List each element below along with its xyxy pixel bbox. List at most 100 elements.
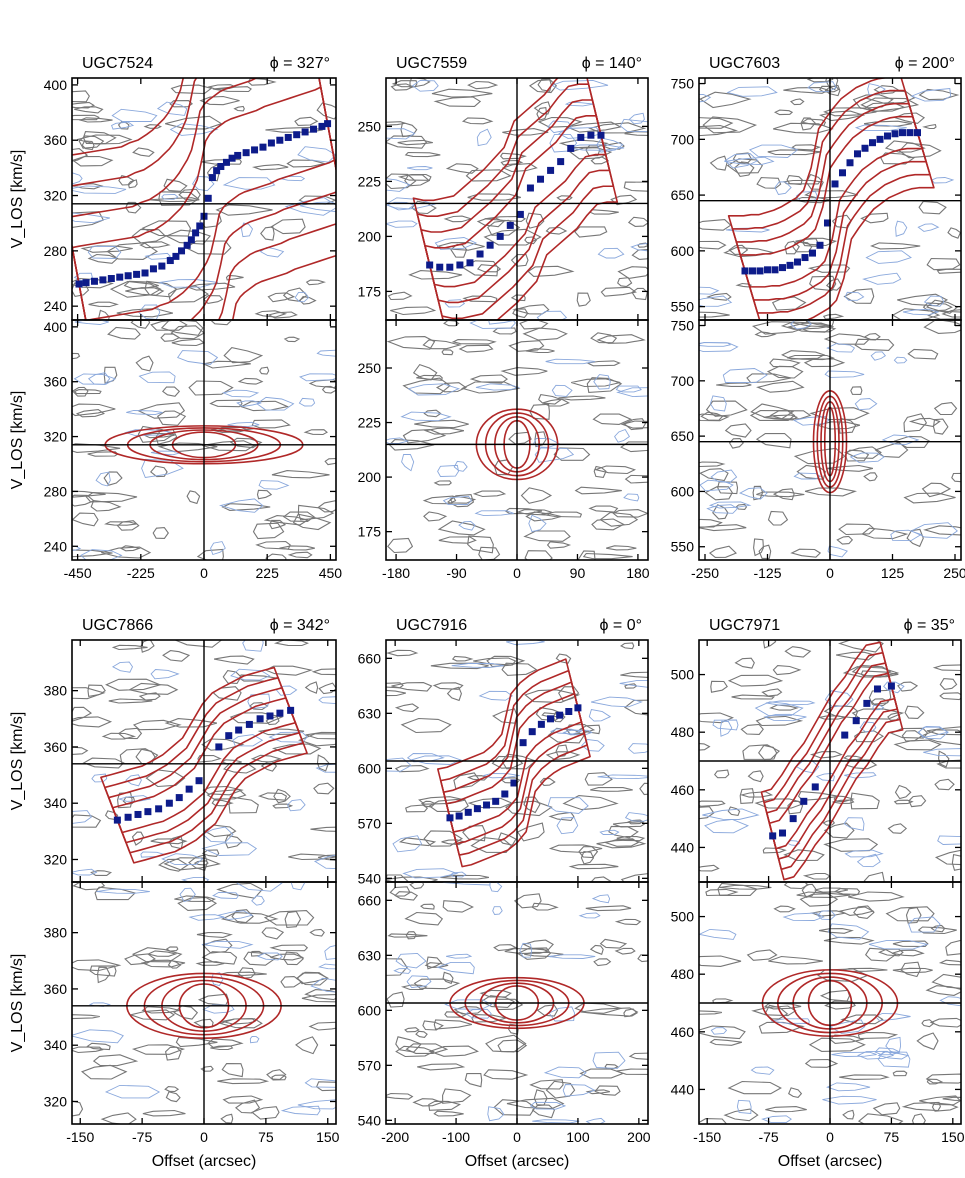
y-tick-label: 200 (358, 469, 382, 485)
noise-contour (576, 292, 591, 307)
noise-contour (734, 657, 755, 669)
noise-contour (842, 666, 900, 678)
negative-noise-contour (827, 545, 848, 558)
noise-contour (939, 692, 961, 701)
negative-noise-contour (395, 952, 427, 969)
noise-contour (754, 798, 807, 809)
y-tick-label: 240 (44, 538, 68, 554)
negative-noise-contour (826, 343, 856, 353)
emission-contour (727, 78, 935, 320)
noise-contour (206, 789, 247, 800)
negative-noise-contour (739, 487, 768, 500)
noise-contour (193, 860, 209, 866)
noise-contour (273, 640, 309, 647)
x-tick-label: 225 (256, 565, 280, 581)
noise-contour (156, 410, 187, 426)
negative-noise-contour (386, 437, 410, 444)
negative-noise-contour (699, 341, 739, 353)
y-tick-label: 380 (44, 925, 68, 941)
noise-contour (825, 78, 839, 91)
noise-contour (409, 78, 431, 89)
noise-contour (72, 716, 113, 728)
noise-contour (804, 190, 858, 199)
noise-contour (311, 668, 336, 676)
negative-noise-contour (939, 996, 961, 1007)
noise-contour (386, 874, 409, 882)
noise-contour (491, 755, 524, 769)
noise-contour (458, 344, 494, 353)
noise-contour (483, 1069, 529, 1080)
noise-contour (476, 217, 505, 228)
negative-noise-contour (72, 212, 111, 224)
y-tick-label: 380 (44, 683, 68, 699)
noise-contour (838, 523, 876, 536)
noise-contour (795, 237, 838, 247)
noise-contour (390, 306, 437, 316)
x-tick-label: 150 (316, 1129, 340, 1145)
noise-contour (754, 331, 777, 338)
negative-noise-contour (256, 952, 283, 961)
negative-noise-contour (591, 894, 611, 904)
noise-contour (787, 800, 804, 815)
noise-contour (854, 338, 895, 351)
minor-axis-pv-panel (699, 320, 961, 559)
noise-contour (269, 944, 309, 952)
negative-noise-contour (72, 185, 127, 194)
negative-noise-contour (437, 464, 459, 477)
noise-contour (558, 395, 606, 401)
noise-contour (569, 147, 613, 160)
noise-contour (699, 117, 734, 129)
rotation-curve-point (208, 174, 216, 182)
rotation-curve-point (846, 159, 854, 167)
negative-noise-contour (299, 373, 336, 382)
galaxy-name: UGC7524 (82, 55, 153, 72)
noise-contour (767, 510, 789, 526)
x-tick-label: 125 (881, 565, 905, 581)
noise-contour (610, 194, 638, 206)
noise-contour (400, 717, 452, 734)
emission-contour (739, 115, 924, 288)
noise-contour (203, 824, 237, 838)
noise-contour (842, 755, 863, 761)
y-tick-label: 700 (671, 373, 695, 389)
noise-contour (165, 115, 223, 130)
negative-noise-contour (451, 662, 504, 668)
noise-contour (308, 1021, 336, 1031)
x-tick-label: 0 (513, 1129, 521, 1145)
noise-contour (263, 910, 315, 926)
noise-contour (389, 886, 411, 897)
noise-contour (892, 1070, 908, 1077)
negative-noise-contour (719, 720, 733, 737)
noise-contour (814, 887, 849, 893)
noise-contour (72, 114, 100, 121)
noise-contour (206, 164, 220, 182)
noise-contour (903, 413, 928, 433)
x-tick-label: -150 (693, 1129, 721, 1145)
negative-noise-contour (749, 144, 799, 158)
x-tick-label: 100 (566, 1129, 590, 1145)
noise-contour (612, 821, 646, 828)
rotation-curve-point (519, 739, 527, 747)
noise-contour (171, 338, 206, 347)
noise-contour (269, 519, 287, 530)
noise-contour (908, 417, 941, 427)
negative-noise-contour (442, 495, 473, 505)
noise-contour (397, 139, 433, 146)
rotation-curve-point (124, 813, 132, 821)
noise-contour (529, 1079, 564, 1090)
negative-noise-contour (126, 410, 163, 416)
negative-noise-contour (815, 772, 835, 782)
negative-noise-contour (393, 968, 412, 974)
rotation-curve-point (149, 265, 157, 273)
noise-contour (417, 1063, 466, 1071)
rotation-curve-point (809, 249, 816, 257)
noise-contour (891, 949, 925, 957)
y-tick-label: 340 (44, 1037, 68, 1053)
noise-contour (739, 788, 755, 804)
negative-noise-contour (792, 416, 830, 426)
minor-axis-pv-panel (72, 320, 336, 560)
negative-noise-contour (872, 705, 885, 711)
noise-contour (614, 947, 636, 955)
negative-noise-contour (870, 351, 886, 361)
negative-noise-contour (211, 972, 224, 987)
